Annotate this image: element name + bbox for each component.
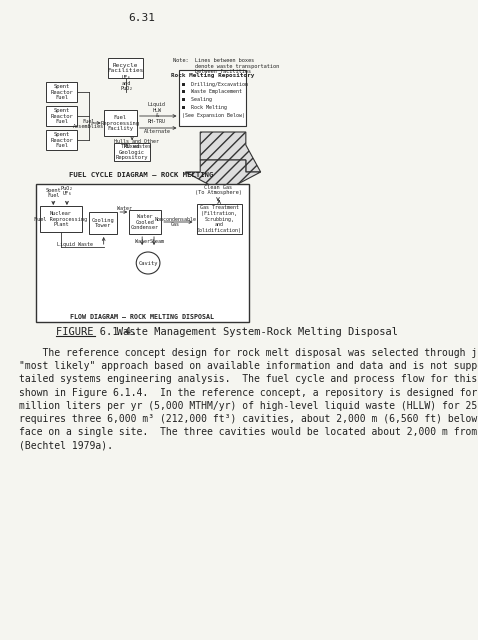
Text: Cooling
Tower: Cooling Tower <box>92 218 114 228</box>
Text: Fuel
Reprocessing
Facility: Fuel Reprocessing Facility <box>101 115 140 131</box>
Text: Spent
Reactor
Fuel: Spent Reactor Fuel <box>50 132 73 148</box>
Text: face on a single site.  The three cavities would be located about 2,000 m from e: face on a single site. The three cavitie… <box>19 428 478 437</box>
Text: Clean Gas
(To Atmosphere): Clean Gas (To Atmosphere) <box>195 184 241 195</box>
Text: FLOW DIAGRAM – ROCK MELTING DISPOSAL: FLOW DIAGRAM – ROCK MELTING DISPOSAL <box>70 314 214 320</box>
Text: Spent
Reactor
Fuel: Spent Reactor Fuel <box>50 84 73 100</box>
Text: tailed systems engineering analysis.  The fuel cycle and process flow for this c: tailed systems engineering analysis. The… <box>19 374 478 385</box>
Text: Recycle
Facilities: Recycle Facilities <box>108 63 144 74</box>
Text: PuO₂
UF₆: PuO₂ UF₆ <box>61 186 73 196</box>
Text: ■  Drilling/Excavation: ■ Drilling/Excavation <box>183 81 249 86</box>
Text: (Bechtel 1979a).: (Bechtel 1979a). <box>19 440 113 451</box>
Text: "most likely" approach based on available information and data and is not suppor: "most likely" approach based on availabl… <box>19 361 478 371</box>
Text: 6.31: 6.31 <box>128 13 155 23</box>
Text: Gas Treatment
(Filtration,
Scrubbing,
and
Solidification): Gas Treatment (Filtration, Scrubbing, an… <box>196 205 242 233</box>
Ellipse shape <box>136 252 160 274</box>
Text: FUEL CYCLE DIAGRAM – ROCK MELTING: FUEL CYCLE DIAGRAM – ROCK MELTING <box>69 172 213 178</box>
FancyBboxPatch shape <box>114 143 150 161</box>
Text: The reference concept design for rock melt disposal was selected through judgmen: The reference concept design for rock me… <box>19 348 478 358</box>
Text: shown in Figure 6.1.4.  In the reference concept, a repository is designed for d: shown in Figure 6.1.4. In the reference … <box>19 388 478 397</box>
Text: Spent
Reactor
Fuel: Spent Reactor Fuel <box>50 108 73 124</box>
Text: Water
Cooled
Condenser: Water Cooled Condenser <box>131 214 159 230</box>
Text: Noncondensable
Gas: Noncondensable Gas <box>154 216 196 227</box>
Text: Hulls and Other
TRU wastes: Hulls and Other TRU wastes <box>114 139 159 149</box>
Text: Mixed
Geologic
Repository: Mixed Geologic Repository <box>116 144 148 160</box>
FancyBboxPatch shape <box>196 204 242 234</box>
FancyBboxPatch shape <box>46 130 77 150</box>
FancyBboxPatch shape <box>46 82 77 102</box>
Text: ■  Waste Emplacement: ■ Waste Emplacement <box>183 90 242 94</box>
Polygon shape <box>185 160 261 192</box>
Text: Water: Water <box>117 205 132 211</box>
Text: Nuclear
Fuel Reprocessing
Plant: Nuclear Fuel Reprocessing Plant <box>34 211 87 227</box>
FancyBboxPatch shape <box>40 206 82 232</box>
Text: FIGURE 6.1.4.: FIGURE 6.1.4. <box>56 327 138 337</box>
Text: Liquid Waste: Liquid Waste <box>56 241 93 246</box>
Text: (See Expansion Below): (See Expansion Below) <box>183 113 245 118</box>
Text: Spent
Fuel: Spent Fuel <box>45 188 61 198</box>
FancyBboxPatch shape <box>129 210 161 234</box>
FancyBboxPatch shape <box>46 106 77 126</box>
Text: UF₆
and
PuO₂: UF₆ and PuO₂ <box>120 75 133 92</box>
Text: Alternate: Alternate <box>143 129 171 134</box>
FancyBboxPatch shape <box>104 110 137 136</box>
Text: Steam: Steam <box>150 239 164 243</box>
Text: Rock Melting Repository: Rock Melting Repository <box>171 72 254 77</box>
FancyBboxPatch shape <box>179 70 246 126</box>
Text: Waste Management System-Rock Melting Disposal: Waste Management System-Rock Melting Dis… <box>98 327 398 337</box>
Text: Water: Water <box>135 239 150 243</box>
FancyBboxPatch shape <box>109 58 143 78</box>
Text: Fuel
Assemblies: Fuel Assemblies <box>73 118 105 129</box>
FancyBboxPatch shape <box>89 212 117 234</box>
Text: Cavity: Cavity <box>138 260 158 266</box>
Text: requires three 6,000 m³ (212,000 ft³) cavities, about 2,000 m (6,560 ft) below t: requires three 6,000 m³ (212,000 ft³) ca… <box>19 414 478 424</box>
Text: million liters per yr (5,000 MTHM/yr) of high-level liquid waste (HLLW) for 25 y: million liters per yr (5,000 MTHM/yr) of… <box>19 401 478 411</box>
FancyBboxPatch shape <box>35 184 249 322</box>
Text: Note:  Lines between boxes
       denote waste transportation
       between fac: Note: Lines between boxes denote waste t… <box>173 58 279 74</box>
Text: ■  Rock Melting: ■ Rock Melting <box>183 105 228 110</box>
Text: ■  Sealing: ■ Sealing <box>183 97 212 102</box>
Text: Liquid
HLW
&
RH-TRU: Liquid HLW & RH-TRU <box>148 102 166 124</box>
Polygon shape <box>200 132 261 172</box>
